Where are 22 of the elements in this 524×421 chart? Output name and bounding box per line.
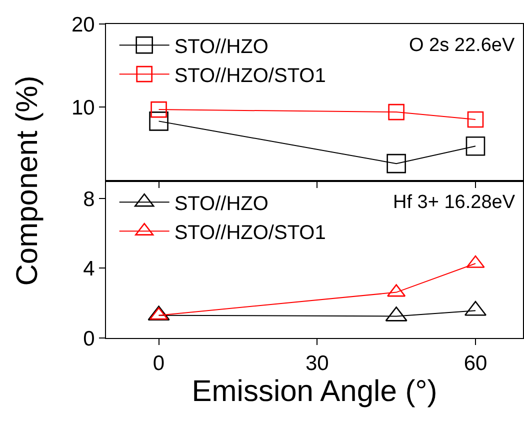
x-tick-label: 30 bbox=[305, 352, 329, 376]
y-tick-label: 8 bbox=[83, 188, 95, 211]
y-tick-label: 20 bbox=[71, 13, 95, 36]
legend-label: STO//HZO bbox=[174, 192, 268, 215]
x-axis-title: Emission Angle (°) bbox=[192, 375, 438, 408]
legend-label: STO//HZO/STO1 bbox=[174, 222, 326, 244]
point bbox=[149, 112, 168, 131]
annotation: Hf 3+ 16.28eV bbox=[393, 192, 516, 213]
point bbox=[388, 104, 404, 120]
y-tick-label: 4 bbox=[83, 258, 96, 281]
y-tick-label: 10 bbox=[71, 96, 95, 120]
y-axis-title: Component (%) bbox=[10, 76, 44, 286]
legend-label: STO//HZO/STO1 bbox=[174, 64, 326, 87]
point bbox=[150, 101, 167, 118]
annotation: O 2s 22.6eV bbox=[409, 35, 515, 56]
legend-label: STO//HZO bbox=[174, 36, 268, 58]
x-tick-label: 60 bbox=[464, 352, 488, 376]
x-tick-label: 0 bbox=[152, 352, 165, 376]
y-tick-label: 0 bbox=[83, 327, 95, 350]
point bbox=[467, 111, 484, 128]
point bbox=[386, 154, 406, 174]
point bbox=[466, 136, 486, 156]
